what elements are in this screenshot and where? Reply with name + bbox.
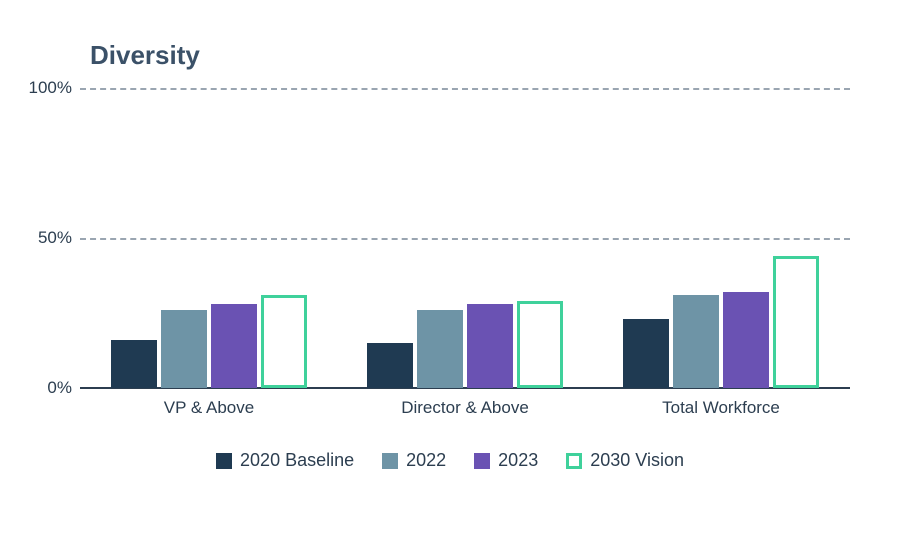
bar	[367, 343, 413, 388]
bar	[111, 340, 157, 388]
bar	[723, 292, 769, 388]
legend: 2020 Baseline 2022 2023 2030 Vision	[0, 450, 900, 471]
y-tick-label: 100%	[29, 78, 80, 98]
legend-swatch	[566, 453, 582, 469]
plot-area: 0%50%100%VP & AboveDirector & AboveTotal…	[80, 88, 850, 388]
bar	[467, 304, 513, 388]
bar	[261, 295, 307, 388]
x-category-label: Total Workforce	[662, 388, 780, 418]
legend-item: 2020 Baseline	[216, 450, 354, 471]
legend-swatch	[382, 453, 398, 469]
chart-title: Diversity	[90, 40, 200, 71]
bar	[161, 310, 207, 388]
legend-label: 2022	[406, 450, 446, 471]
y-tick-label: 0%	[47, 378, 80, 398]
bar	[417, 310, 463, 388]
legend-label: 2020 Baseline	[240, 450, 354, 471]
x-category-label: Director & Above	[401, 388, 529, 418]
bar	[623, 319, 669, 388]
legend-label: 2023	[498, 450, 538, 471]
y-tick-label: 50%	[38, 228, 80, 248]
legend-label: 2030 Vision	[590, 450, 684, 471]
bar	[673, 295, 719, 388]
bar	[517, 301, 563, 388]
legend-item: 2030 Vision	[566, 450, 684, 471]
gridline	[80, 88, 850, 90]
gridline	[80, 238, 850, 240]
bar	[773, 256, 819, 388]
x-category-label: VP & Above	[164, 388, 254, 418]
diversity-chart: Diversity 0%50%100%VP & AboveDirector & …	[0, 0, 900, 557]
legend-swatch	[474, 453, 490, 469]
legend-item: 2023	[474, 450, 538, 471]
legend-swatch	[216, 453, 232, 469]
bar	[211, 304, 257, 388]
legend-item: 2022	[382, 450, 446, 471]
